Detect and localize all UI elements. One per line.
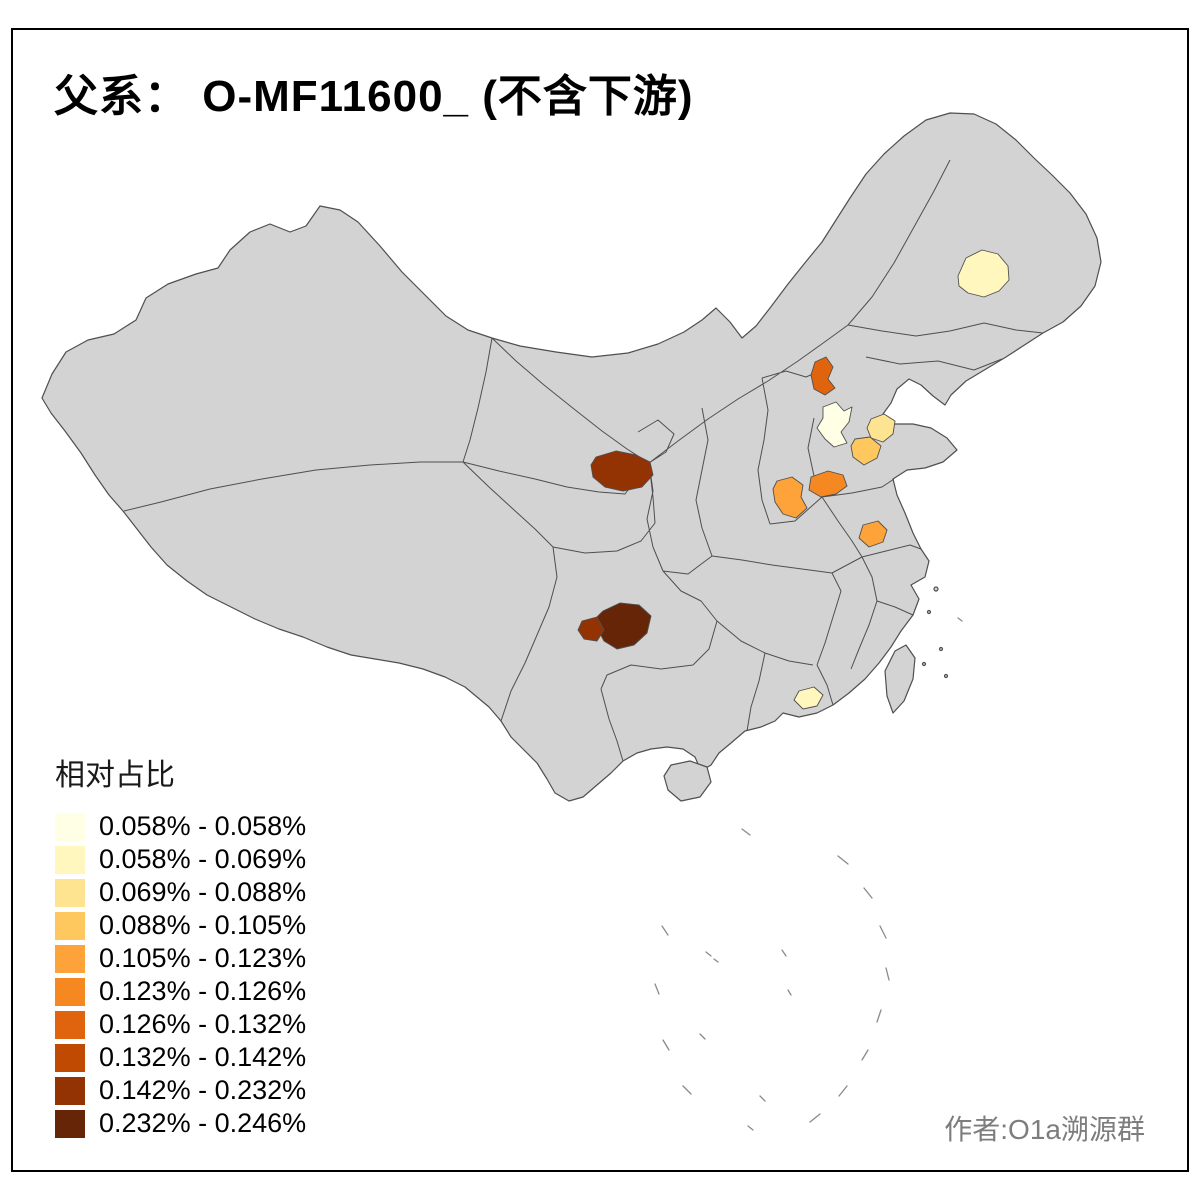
legend-label: 0.058% - 0.069% — [99, 844, 307, 874]
region-anhui-central — [858, 520, 888, 548]
legend-item: 0.132% - 0.142% — [55, 1041, 306, 1074]
coastal-islet — [926, 609, 932, 615]
region-guangdong-east — [793, 686, 824, 710]
region-shandong-qingdao — [850, 436, 882, 466]
region-henan-east — [808, 470, 848, 498]
taiwan-island — [884, 644, 916, 714]
legend-label: 0.123% - 0.126% — [99, 976, 307, 1006]
region-shandong-west — [816, 401, 853, 448]
legend-swatch — [55, 911, 85, 940]
legend-swatch — [55, 812, 85, 841]
coastal-islet — [921, 661, 927, 667]
region-henan-west — [772, 476, 808, 519]
region-beijing — [810, 356, 836, 396]
hainan-island — [663, 760, 712, 802]
legend-swatch — [55, 944, 85, 973]
legend-label: 0.088% - 0.105% — [99, 910, 307, 940]
legend-swatch — [55, 1109, 85, 1138]
province-borders — [123, 159, 1044, 762]
landmass-group — [41, 112, 1102, 802]
coastal-islet — [943, 673, 949, 679]
legend-swatch — [55, 845, 85, 874]
region-sichuan-southwest — [577, 616, 605, 642]
legend-label: 0.142% - 0.232% — [99, 1075, 307, 1105]
china-mainland-outline — [41, 112, 1102, 802]
legend-swatch — [55, 1076, 85, 1105]
legend-swatch — [55, 878, 85, 907]
legend-swatch — [55, 1010, 85, 1039]
legend-label: 0.069% - 0.088% — [99, 877, 307, 907]
legend-label: 0.058% - 0.058% — [99, 811, 307, 841]
coastal-islet — [933, 586, 939, 592]
sea-marks-group — [654, 617, 963, 1131]
coastal-islet — [938, 646, 944, 652]
province-borders-group — [123, 159, 1044, 762]
legend-item: 0.142% - 0.232% — [55, 1074, 306, 1107]
legend-swatch — [55, 1043, 85, 1072]
highlighted-regions-group — [577, 249, 1010, 710]
legend-label: 0.232% - 0.246% — [99, 1108, 307, 1138]
map-title: 父系： O-MF11600_ (不含下游) — [54, 72, 694, 121]
legend-item: 0.105% - 0.123% — [55, 942, 306, 975]
region-shandong-northeast — [866, 413, 896, 443]
legend-title: 相对占比 — [55, 759, 175, 792]
legend-item: 0.088% - 0.105% — [55, 909, 306, 942]
sea-dash-marks — [654, 617, 963, 1131]
legend-label: 0.105% - 0.123% — [99, 943, 307, 973]
attribution: 作者:O1a溯源群 — [944, 1114, 1145, 1145]
legend-label: 0.126% - 0.132% — [99, 1009, 307, 1039]
legend-item: 0.058% - 0.058% — [55, 810, 306, 843]
legend-item: 0.069% - 0.088% — [55, 876, 306, 909]
region-shaanxi-central — [590, 450, 654, 492]
legend-item: 0.058% - 0.069% — [55, 843, 306, 876]
legend: 相对占比 0.058% - 0.058% 0.058% - 0.069% 0.0… — [55, 750, 306, 1140]
legend-swatch — [55, 977, 85, 1006]
legend-label: 0.132% - 0.142% — [99, 1042, 307, 1072]
region-heilongjiang-harbin — [957, 249, 1010, 298]
legend-item: 0.232% - 0.246% — [55, 1107, 306, 1140]
legend-item: 0.123% - 0.126% — [55, 975, 306, 1008]
legend-item: 0.126% - 0.132% — [55, 1008, 306, 1041]
